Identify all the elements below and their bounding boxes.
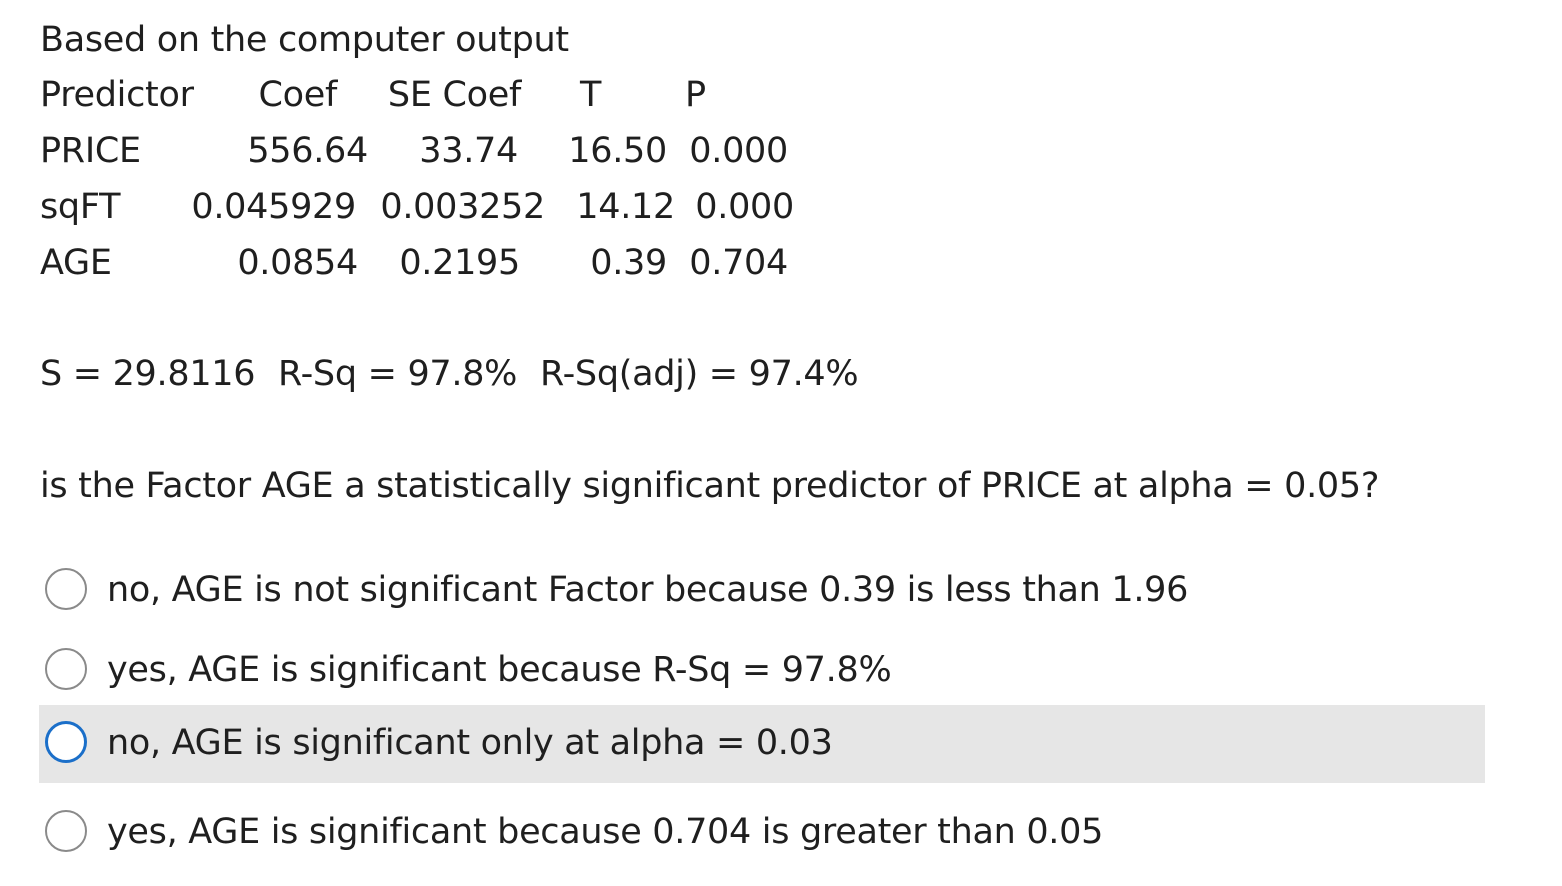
- table-row-sqft-se-coef: 0.003252: [380, 187, 545, 227]
- table-row-age-se-coef: 0.2195: [399, 243, 520, 283]
- table-row-price-t: 16.50: [568, 131, 667, 171]
- stat-rsq: R-Sq = 97.8%: [278, 354, 518, 394]
- table-row-price-se-coef: 33.74: [419, 131, 518, 171]
- table-row-price-coef: 556.64: [247, 131, 368, 171]
- answer-option-label: no, AGE is significant only at alpha = 0…: [107, 723, 833, 763]
- radio-button[interactable]: [45, 648, 87, 690]
- table-row-price-p: 0.000: [689, 131, 788, 171]
- header-p: P: [685, 75, 706, 115]
- stat-s: S = 29.8116: [40, 354, 256, 394]
- header-se-coef: SE Coef: [387, 75, 521, 115]
- stat-rsq-adj: R-Sq(adj) = 97.4%: [540, 354, 859, 394]
- table-row-age-coef: 0.0854: [237, 243, 358, 283]
- answer-option-1[interactable]: no, AGE is not significant Factor becaus…: [39, 552, 1485, 630]
- radio-button[interactable]: [45, 721, 87, 763]
- intro-text: Based on the computer output: [40, 20, 569, 60]
- answer-option-label: yes, AGE is significant because 0.704 is…: [107, 812, 1104, 852]
- header-predictor: Predictor: [40, 75, 194, 115]
- answer-option-4[interactable]: yes, AGE is significant because 0.704 is…: [39, 794, 1485, 872]
- header-coef: Coef: [258, 75, 337, 115]
- radio-button[interactable]: [45, 810, 87, 852]
- table-row-price-predictor: PRICE: [40, 131, 141, 171]
- table-row-sqft-coef: 0.045929: [191, 187, 356, 227]
- table-row-age-p: 0.704: [689, 243, 788, 283]
- answer-option-label: no, AGE is not significant Factor becaus…: [107, 570, 1189, 610]
- table-row-sqft-predictor: sqFT: [40, 187, 121, 227]
- answer-option-3[interactable]: no, AGE is significant only at alpha = 0…: [39, 705, 1485, 783]
- answer-option-2[interactable]: yes, AGE is significant because R-Sq = 9…: [39, 632, 1485, 710]
- table-row-age-t: 0.39: [590, 243, 667, 283]
- table-row-sqft-t: 14.12: [576, 187, 675, 227]
- radio-button[interactable]: [45, 568, 87, 610]
- table-row-sqft-p: 0.000: [695, 187, 794, 227]
- question-text: is the Factor AGE a statistically signif…: [40, 466, 1380, 506]
- header-t: T: [580, 75, 602, 115]
- table-row-age-predictor: AGE: [40, 243, 112, 283]
- answer-option-label: yes, AGE is significant because R-Sq = 9…: [107, 650, 892, 690]
